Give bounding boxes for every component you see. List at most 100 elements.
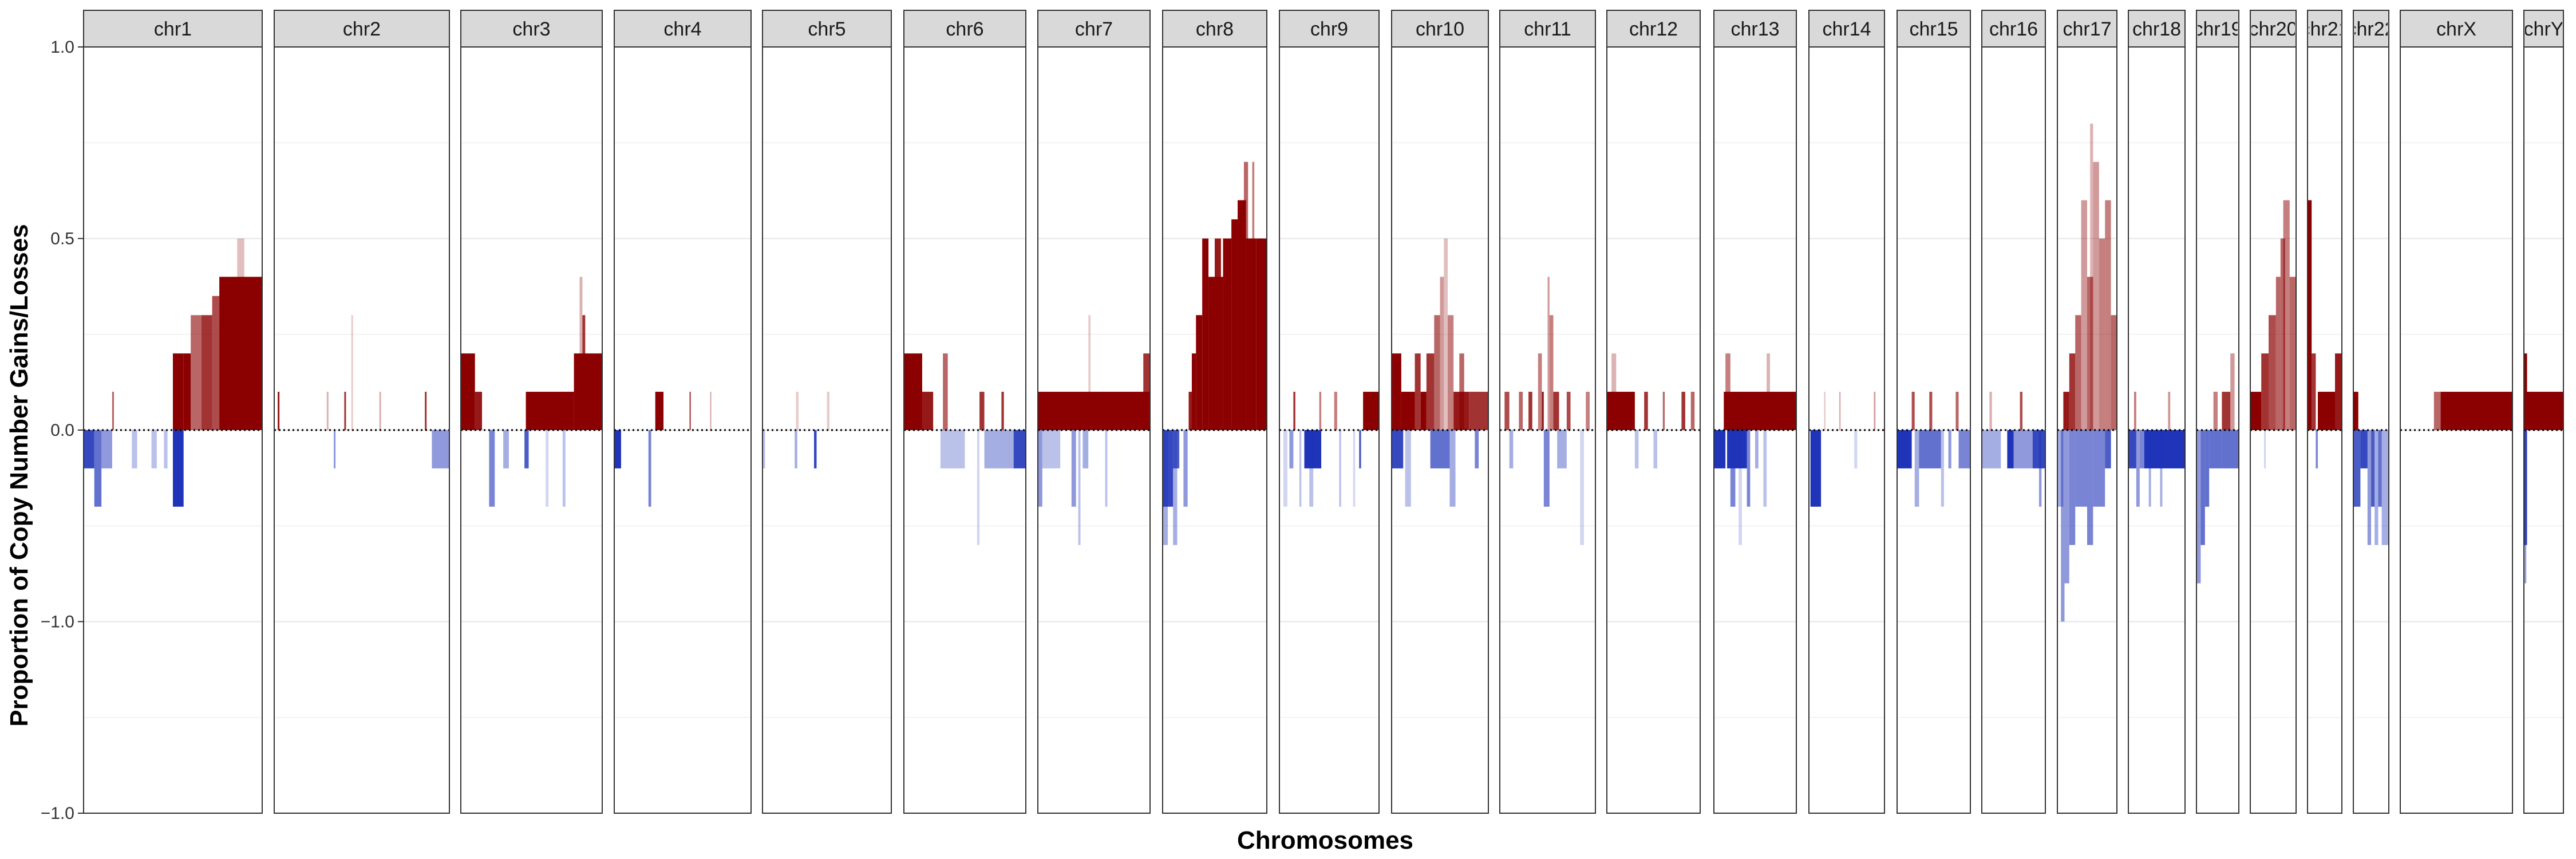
gain-bar xyxy=(1001,392,1004,430)
loss-bar xyxy=(1078,430,1081,545)
loss-bar xyxy=(1763,430,1767,507)
loss-bar xyxy=(2378,430,2382,507)
loss-bar xyxy=(84,430,94,468)
strip-label: chr4 xyxy=(663,18,701,40)
loss-bar xyxy=(1309,430,1314,507)
gain-bar xyxy=(2261,353,2269,430)
loss-bar xyxy=(2196,430,2201,584)
gain-bar xyxy=(1231,219,1238,430)
gain-bar xyxy=(237,238,244,430)
strip-background xyxy=(1037,10,1151,48)
loss-bar xyxy=(1914,430,1919,507)
strip-background xyxy=(1897,10,1971,48)
loss-bar xyxy=(1071,430,1076,507)
strip-background xyxy=(1713,10,1797,48)
gain-bar xyxy=(2099,238,2105,430)
y-axis: 1.0 0.5 0.0 −1.0 −1.0 xyxy=(41,38,84,823)
loss-bar xyxy=(1727,430,1747,468)
loss-bar xyxy=(1163,430,1174,507)
strip-label: chr11 xyxy=(1524,18,1571,40)
loss-bar xyxy=(94,430,102,507)
strip-background xyxy=(1499,10,1596,48)
loss-bar xyxy=(2075,430,2087,507)
strip-label: chr15 xyxy=(1909,18,1958,40)
gain-bar xyxy=(904,353,922,430)
gain-bar xyxy=(710,392,712,430)
gain-bar xyxy=(379,392,381,430)
gain-bar xyxy=(2283,200,2290,430)
gain-bar xyxy=(1440,277,1444,430)
gain-bar xyxy=(2524,353,2527,430)
gain-bar xyxy=(2090,123,2093,431)
gain-bar xyxy=(2433,392,2441,430)
gain-bar xyxy=(574,353,602,430)
loss-bar xyxy=(173,430,184,507)
loss-bar xyxy=(1299,430,1302,507)
gain-bar xyxy=(219,277,262,430)
gain-bar xyxy=(1681,392,1685,430)
loss-bar xyxy=(2139,430,2144,468)
gain-bar xyxy=(1223,238,1232,430)
loss-bar xyxy=(1919,430,1941,468)
strip-label: chr6 xyxy=(946,18,983,40)
loss-bar xyxy=(1730,430,1736,507)
gain-bar xyxy=(1955,392,1959,430)
gain-bar xyxy=(1989,392,1992,430)
loss-bar xyxy=(562,430,566,507)
loss-bar xyxy=(2200,430,2205,545)
loss-bar xyxy=(2087,430,2093,545)
loss-bar xyxy=(1958,430,1970,468)
loss-bar xyxy=(2316,430,2318,468)
strip-label: chr8 xyxy=(1196,18,1234,40)
gain-bar xyxy=(582,315,586,430)
gain-bar xyxy=(796,392,799,430)
gain-bar xyxy=(1143,353,1150,430)
gain-bar xyxy=(1469,392,1488,430)
loss-bar xyxy=(2209,430,2222,468)
gain-bar xyxy=(351,315,353,430)
loss-bar xyxy=(2148,430,2151,507)
gain-bar xyxy=(1839,392,1841,430)
loss-bar xyxy=(2105,430,2111,468)
loss-bar xyxy=(940,430,965,468)
gain-bar xyxy=(1252,161,1255,430)
loss-bar xyxy=(1283,430,1287,507)
loss-bar xyxy=(2222,430,2239,468)
loss-bar xyxy=(546,430,549,507)
gain-bar xyxy=(1566,392,1571,430)
gain-bar xyxy=(173,353,184,430)
loss-bar xyxy=(1714,430,1726,468)
gain-bar xyxy=(2020,392,2023,430)
loss-bar xyxy=(2367,430,2371,545)
gain-bar xyxy=(2105,200,2111,430)
strip-label: chr7 xyxy=(1075,18,1113,40)
strip-label: chr12 xyxy=(1629,18,1678,40)
gain-bar xyxy=(1662,392,1665,430)
gain-bar xyxy=(1767,353,1770,430)
loss-bar xyxy=(1653,430,1658,468)
loss-bar xyxy=(2144,430,2185,468)
loss-bar xyxy=(1183,430,1188,507)
gain-bar xyxy=(579,277,583,430)
loss-bar xyxy=(1557,430,1567,468)
loss-bar xyxy=(2264,430,2266,468)
gain-bar xyxy=(655,392,664,430)
gain-bar xyxy=(526,392,574,430)
strip-background xyxy=(1162,10,1267,48)
loss-bar xyxy=(1755,430,1759,468)
gain-bar xyxy=(979,392,985,430)
gain-bar xyxy=(1459,353,1464,430)
gain-bar xyxy=(1246,238,1257,430)
gain-bar xyxy=(1215,238,1221,430)
gain-bar xyxy=(922,392,934,430)
gain-bar xyxy=(1319,392,1322,430)
gain-bar xyxy=(943,353,948,430)
strip-background xyxy=(1981,10,2046,48)
strip-label: chr16 xyxy=(1989,18,2038,40)
loss-bar xyxy=(1580,430,1584,545)
strip-background xyxy=(2250,10,2297,48)
strip-label: chr9 xyxy=(1310,18,1348,40)
loss-bar xyxy=(2064,430,2069,584)
gain-bar xyxy=(2440,392,2512,430)
